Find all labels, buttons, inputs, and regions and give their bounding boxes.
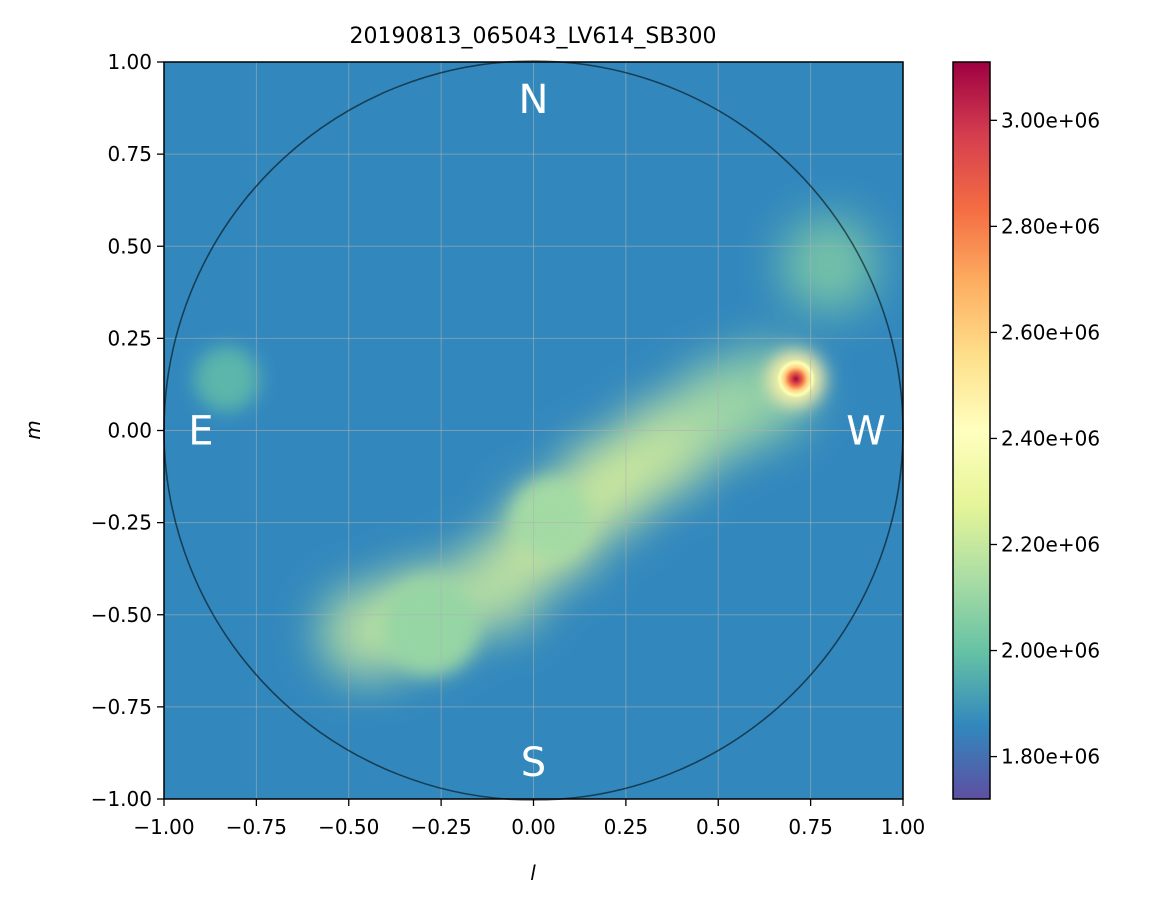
cardinal-label-w: W bbox=[846, 409, 886, 455]
x-tick-label: −0.25 bbox=[410, 815, 471, 839]
x-tick-label: 0.00 bbox=[511, 815, 556, 839]
colorbar-tick-label: 3.00e+06 bbox=[1001, 108, 1100, 132]
cardinal-labels: N S E W bbox=[188, 77, 886, 786]
x-tick-label: 1.00 bbox=[881, 815, 926, 839]
colorbar-gradient bbox=[953, 62, 990, 799]
radio-source-halo bbox=[381, 577, 479, 675]
x-tick-label: −1.00 bbox=[133, 815, 194, 839]
colorbar-tick-label: 2.40e+06 bbox=[1001, 426, 1100, 450]
colorbar-tick-label: 2.00e+06 bbox=[1001, 639, 1100, 663]
y-tick-label: −0.25 bbox=[91, 511, 152, 535]
x-axis: −1.00 −0.75 −0.50 −0.25 0.00 0.25 0.50 0.75 1.00 bbox=[133, 799, 925, 839]
cardinal-label-s: S bbox=[521, 740, 546, 786]
y-tick-label: 0.75 bbox=[107, 142, 152, 166]
cardinal-label-e: E bbox=[188, 409, 213, 455]
y-tick-label: −0.50 bbox=[91, 603, 152, 627]
colorbar-tick-label: 1.80e+06 bbox=[1001, 745, 1100, 769]
y-tick-label: 0.25 bbox=[107, 326, 152, 350]
radio-source-halo bbox=[511, 478, 593, 560]
y-tick-label: 1.00 bbox=[107, 50, 152, 74]
x-axis-label: l bbox=[530, 861, 536, 885]
y-tick-label: −1.00 bbox=[91, 787, 152, 811]
cardinal-label-n: N bbox=[519, 77, 549, 123]
y-axis: 1.00 0.75 0.50 0.25 0.00 −0.25 −0.50 −0.75 −1.00 bbox=[91, 50, 164, 811]
colorbar-frame bbox=[952, 61, 991, 800]
x-tick-label: 0.50 bbox=[696, 815, 741, 839]
ridge-emission bbox=[781, 216, 878, 313]
y-tick-label: 0.00 bbox=[107, 419, 152, 443]
y-tick-label: −0.75 bbox=[91, 695, 152, 719]
colorbar: 1.80e+06 2.00e+06 2.20e+06 2.40e+06 2.60e+06… bbox=[952, 61, 1100, 800]
x-tick-label: −0.75 bbox=[226, 815, 287, 839]
radio-source-halo bbox=[194, 346, 260, 412]
bright-source-peak bbox=[776, 359, 815, 398]
colorbar-ticks: 1.80e+06 2.00e+06 2.20e+06 2.40e+06 2.60e+06… bbox=[990, 108, 1100, 769]
x-tick-label: 0.75 bbox=[788, 815, 833, 839]
chart-title: 20190813_065043_LV614_SB300 bbox=[350, 24, 717, 49]
colorbar-tick-label: 2.60e+06 bbox=[1001, 320, 1100, 344]
colorbar-tick-label: 2.80e+06 bbox=[1001, 214, 1100, 238]
y-axis-label: m bbox=[21, 420, 45, 439]
x-tick-label: 0.25 bbox=[604, 815, 649, 839]
colorbar-tick-label: 2.20e+06 bbox=[1001, 532, 1100, 556]
y-tick-label: 0.50 bbox=[107, 234, 152, 258]
x-tick-label: −0.50 bbox=[318, 815, 379, 839]
